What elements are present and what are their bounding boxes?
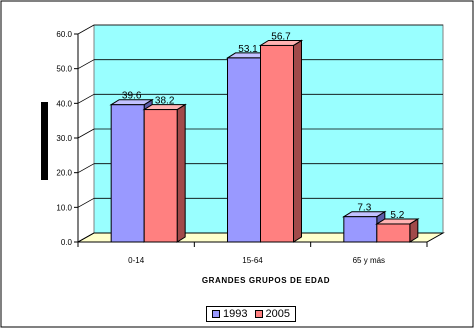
- legend-label-1993: 1993: [223, 308, 248, 320]
- bar-1993-65 y más: [343, 216, 378, 243]
- gridline-depth: [77, 163, 95, 174]
- data-label-2005-15-64: 56.7: [271, 31, 291, 42]
- y-tick-label: 0.0: [61, 238, 73, 247]
- x-tick-label: 65 y más: [353, 256, 385, 265]
- legend-item-1993: 1993: [212, 308, 248, 320]
- legend-item-2005: 2005: [254, 308, 290, 320]
- x-axis-title: GRANDES GRUPOS DE EDAD: [202, 276, 330, 285]
- data-label-2005-0-14: 38.2: [155, 96, 175, 107]
- data-labels: 39.6 38.2 53.1 56.7 7.3 5.2: [122, 31, 405, 221]
- y-tick-label: 20.0: [56, 169, 72, 178]
- legend: 1993 2005: [206, 306, 296, 322]
- y-tick-label: 50.0: [56, 65, 72, 74]
- data-label-2005-65 y más: 5.2: [390, 210, 404, 221]
- y-axis-title-box: [41, 102, 48, 180]
- data-label-1993-65 y más: 7.3: [357, 203, 371, 214]
- y-axis: 0.0 10.0 20.0 30.0 40.0 50.0 60.0: [56, 30, 79, 247]
- y-tick-label: 30.0: [56, 134, 72, 143]
- bar-2005-0-14: [143, 109, 178, 243]
- x-axis: 0-14 15-64 65 y más: [77, 241, 428, 265]
- gridline-depth: [77, 197, 95, 208]
- y-tick-label: 60.0: [56, 30, 72, 39]
- floor-left-edge: [77, 232, 95, 243]
- bar-1993-0-14: [110, 104, 145, 243]
- y-tick-label: 10.0: [56, 203, 72, 212]
- bars: [109, 39, 420, 243]
- gridline-depth: [77, 24, 95, 35]
- bar-side-2005-15-64: [293, 39, 302, 243]
- x-tick-label: 15-64: [242, 256, 263, 265]
- y-tick-label: 40.0: [56, 99, 72, 108]
- bar-side-2005-0-14: [176, 103, 186, 243]
- data-label-1993-15-64: 53.1: [238, 44, 258, 55]
- gridline-depth: [77, 128, 95, 139]
- legend-swatch-2005: [254, 310, 263, 318]
- legend-label-2005: 2005: [265, 308, 290, 320]
- gridline-depth: [77, 93, 95, 104]
- bar-1993-15-64: [227, 57, 261, 243]
- x-tick-label: 0-14: [128, 256, 145, 265]
- legend-swatch-1993: [212, 310, 221, 318]
- bar-2005-15-64: [260, 44, 294, 243]
- data-label-1993-0-14: 39.6: [122, 91, 142, 102]
- bar-2005-65 y más: [376, 223, 411, 243]
- gridline-depth: [77, 59, 95, 70]
